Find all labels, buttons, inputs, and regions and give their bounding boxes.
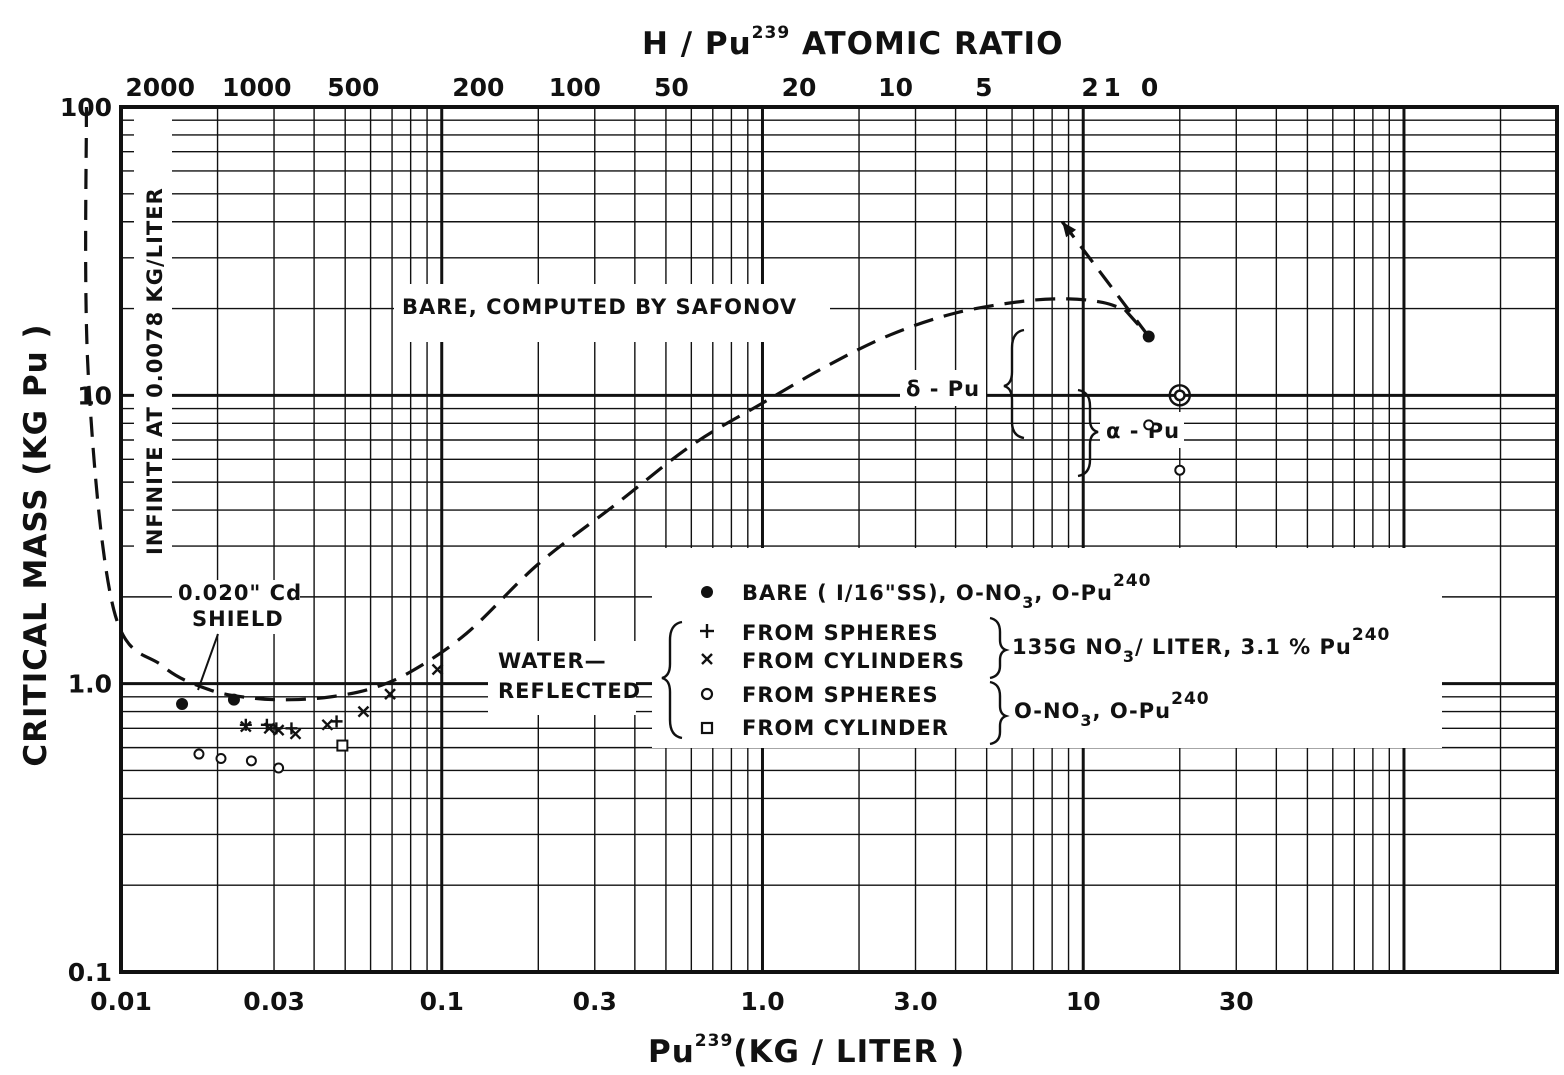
- bare-point: [176, 698, 189, 711]
- legend-nitrate-group-label: 135G NO3/ LITER, 3.1 % Pu240: [1012, 625, 1390, 666]
- cd-shield-label-line2: SHIELD: [192, 607, 284, 631]
- water-label-bg: [488, 641, 636, 715]
- y-tick-label: 10: [77, 381, 112, 410]
- legend-bare-label: BARE ( I/16"SS), O-NO3, O-Pu240: [742, 571, 1151, 612]
- top-tick-label: 500: [327, 73, 379, 102]
- safonov-annotation: BARE, COMPUTED BY SAFONOV: [402, 295, 797, 319]
- top-tick-label: 200: [452, 73, 504, 102]
- plot-frame: [119, 105, 1559, 974]
- legend-nitrate-left-brace: [661, 620, 683, 740]
- cylinder-nitrate-point: [321, 718, 334, 731]
- cylinder-nitrate-point: [357, 705, 370, 718]
- delta-pu-label: δ - Pu: [906, 377, 980, 401]
- infinite-label-bg: [134, 118, 172, 558]
- top-tick-label: 50: [654, 73, 689, 102]
- water-label-line2: REFLECTED: [498, 679, 641, 703]
- legend-spheres-nitrate-label: FROM SPHERES: [742, 621, 939, 645]
- x-tick-label: 0.01: [90, 987, 152, 1016]
- y-tick-label: 100: [60, 93, 112, 122]
- cylinder-nitrate-point: [384, 688, 396, 700]
- data-points: [176, 330, 1191, 774]
- y-tick-label: 0.1: [68, 958, 112, 987]
- alpha-pu-ring: [1168, 384, 1191, 407]
- sphere-metal-point: [245, 755, 257, 767]
- delta-label-bg: [900, 370, 986, 406]
- top-tick-label: 0: [1141, 73, 1158, 102]
- water-label-line1: WATER—: [498, 649, 607, 673]
- top-axis-title: H / Pu239 ATOMIC RATIO: [642, 23, 1063, 62]
- legend-spheres-metal-label: FROM SPHERES: [742, 683, 939, 707]
- sphere-nitrate-point: [239, 718, 252, 731]
- top-tick-label: 5: [975, 73, 992, 102]
- arrow-head: [1062, 221, 1077, 238]
- bare-point: [227, 693, 240, 706]
- safonov-curve-segment: [1060, 220, 1150, 338]
- sphere-metal-point: [1174, 389, 1186, 401]
- top-tick-label: 100: [549, 73, 601, 102]
- sphere-metal-point: [1174, 464, 1186, 476]
- safonov-label-bg: [394, 284, 830, 342]
- cd-shield-label-line1: 0.020" Cd: [178, 581, 302, 605]
- cylinder-metal-point: [336, 739, 349, 752]
- sphere-metal-point: [215, 753, 227, 765]
- safonov-curve: [84, 106, 1126, 702]
- legend: BARE ( I/16"SS), O-NO3, O-Pu240 FROM SPH…: [661, 571, 1390, 746]
- sphere-nitrate-point: [330, 715, 343, 728]
- sphere-metal-point: [1143, 419, 1155, 431]
- bare-point: [1142, 330, 1155, 343]
- curves: [84, 106, 1150, 702]
- delta-pu-brace: [1003, 328, 1025, 440]
- legend-bare-marker: [701, 586, 713, 598]
- alpha-pu-brace: [1077, 388, 1099, 478]
- sphere-metal-point: [273, 762, 285, 774]
- legend-plus-marker: [700, 624, 714, 638]
- cd-shield-leader: [197, 633, 219, 691]
- x-tick-label: 0.3: [573, 987, 617, 1016]
- top-tick-label: 10: [878, 73, 913, 102]
- cd-shield-label-bg: [172, 580, 300, 634]
- alpha-label-bg: [1100, 412, 1184, 448]
- legend-cylinder-metal-label: FROM CYLINDER: [742, 716, 949, 740]
- cylinder-nitrate-point: [272, 724, 285, 736]
- top-tick-label: 1: [1103, 73, 1120, 102]
- legend-open-square-marker: [700, 721, 714, 735]
- cylinder-nitrate-point: [239, 720, 252, 733]
- x-tick-label: 10: [1066, 987, 1101, 1016]
- cylinder-nitrate-point: [263, 722, 276, 735]
- alpha-pu-label: α - Pu: [1106, 419, 1180, 443]
- legend-nitrate-right-brace: [989, 616, 1010, 680]
- x-axis-title: Pu239(KG / LITER ): [648, 1031, 965, 1070]
- cylinder-nitrate-point: [431, 663, 444, 676]
- top-tick-label: 20: [782, 73, 817, 102]
- top-tick-label: 2: [1081, 73, 1098, 102]
- legend-bg: [652, 548, 1442, 748]
- grid-lines: [119, 107, 1558, 974]
- legend-open-circle-marker: [700, 687, 714, 701]
- x-tick-label: 3.0: [893, 987, 937, 1016]
- label-backgrounds: [134, 118, 1442, 748]
- y-axis-title: CRITICAL MASS (KG Pu ): [18, 323, 54, 766]
- y-tick-label: 1.0: [68, 670, 112, 699]
- legend-metal-group-label: O-NO3, O-Pu240: [1014, 689, 1210, 730]
- x-tick-label: 30: [1219, 987, 1254, 1016]
- legend-x-marker: [701, 653, 713, 665]
- top-tick-label: 2000: [125, 73, 195, 102]
- infinite-annotation: INFINITE AT 0.0078 KG/LITER: [143, 187, 167, 555]
- legend-cylinders-nitrate-label: FROM CYLINDERS: [742, 649, 965, 673]
- cylinder-nitrate-point: [289, 727, 302, 740]
- x-tick-label: 0.1: [420, 987, 464, 1016]
- sphere-metal-point: [193, 748, 205, 760]
- x-tick-label: 1.0: [740, 987, 784, 1016]
- x-tick-label: 0.03: [243, 987, 305, 1016]
- top-tick-label: 1000: [222, 73, 292, 102]
- legend-metal-right-brace: [989, 680, 1010, 746]
